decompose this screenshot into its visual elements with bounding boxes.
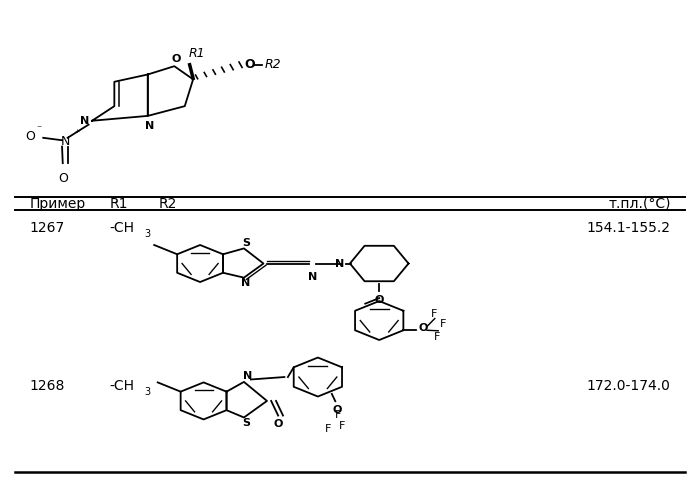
Text: -CH: -CH [109,221,134,235]
Text: R2: R2 [264,58,281,71]
Text: F: F [434,332,440,342]
Text: R1: R1 [188,47,205,60]
Text: F: F [339,420,345,431]
Text: R1: R1 [109,196,128,211]
Text: 172.0-174.0: 172.0-174.0 [587,379,671,393]
Text: 3: 3 [144,387,150,397]
Text: N: N [61,135,70,147]
Text: ⁺: ⁺ [74,129,79,139]
Text: O: O [419,323,428,333]
Text: O: O [171,54,181,64]
Text: N: N [146,121,155,131]
Text: -CH: -CH [109,379,134,393]
Text: F: F [440,319,446,329]
Text: 1267: 1267 [29,221,64,235]
Text: N: N [243,371,252,381]
Text: F: F [335,410,342,420]
Text: N: N [308,272,317,282]
Text: 3: 3 [144,229,150,239]
Text: F: F [325,424,331,435]
Text: ⁻: ⁻ [36,124,41,134]
Text: S: S [242,238,250,247]
Text: 154.1-155.2: 154.1-155.2 [587,221,671,235]
Text: Пример: Пример [29,196,85,211]
Text: N: N [241,277,251,288]
Text: N: N [80,116,90,126]
Text: O: O [374,295,384,305]
Text: R2: R2 [158,196,176,211]
Text: т.пл.(°C): т.пл.(°C) [608,196,671,211]
Text: S: S [242,418,250,428]
Text: 1268: 1268 [29,379,64,393]
Text: F: F [431,309,438,318]
Text: O: O [58,172,68,185]
Text: O: O [274,419,283,429]
Text: O: O [245,58,255,71]
Text: N: N [335,259,344,269]
Text: O: O [25,130,35,144]
Text: O: O [332,405,342,415]
